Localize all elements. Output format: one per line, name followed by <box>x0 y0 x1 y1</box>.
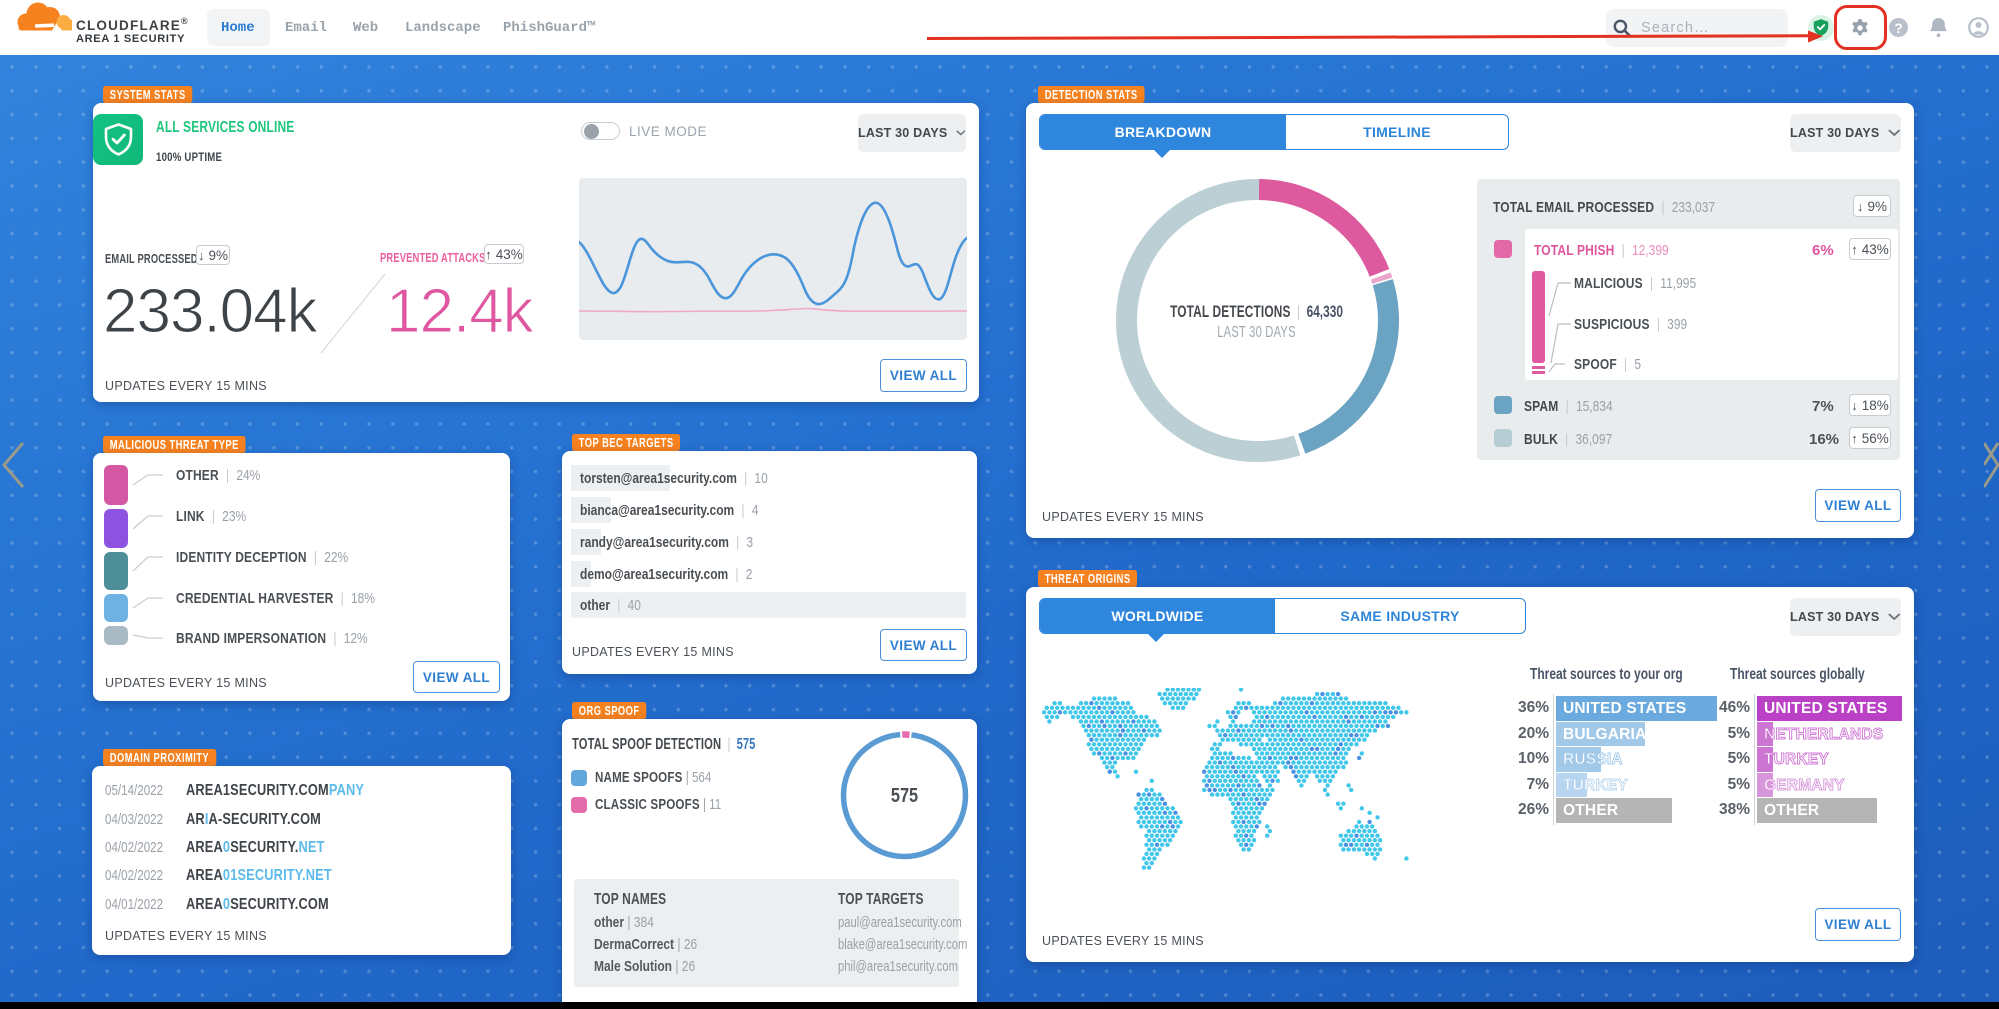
svg-text:575: 575 <box>891 783 918 806</box>
